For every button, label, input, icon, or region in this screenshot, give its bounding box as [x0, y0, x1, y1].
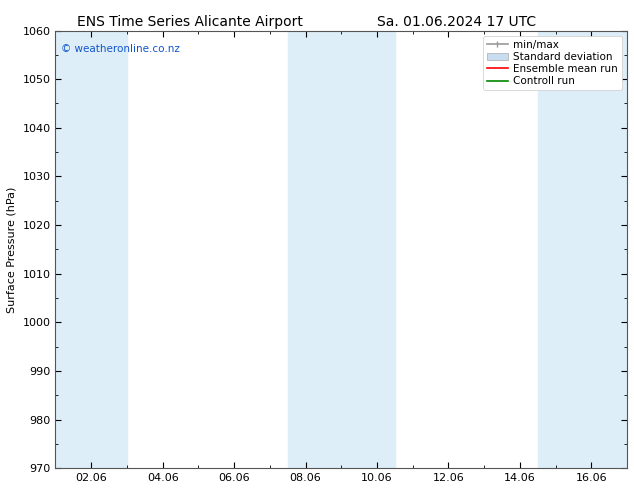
- Text: Sa. 01.06.2024 17 UTC: Sa. 01.06.2024 17 UTC: [377, 15, 536, 29]
- Legend: min/max, Standard deviation, Ensemble mean run, Controll run: min/max, Standard deviation, Ensemble me…: [482, 36, 622, 90]
- Bar: [288, 30, 395, 468]
- Bar: [56, 30, 127, 468]
- Y-axis label: Surface Pressure (hPa): Surface Pressure (hPa): [7, 186, 17, 313]
- Text: ENS Time Series Alicante Airport: ENS Time Series Alicante Airport: [77, 15, 303, 29]
- Text: © weatheronline.co.nz: © weatheronline.co.nz: [61, 44, 180, 54]
- Bar: [538, 30, 627, 468]
